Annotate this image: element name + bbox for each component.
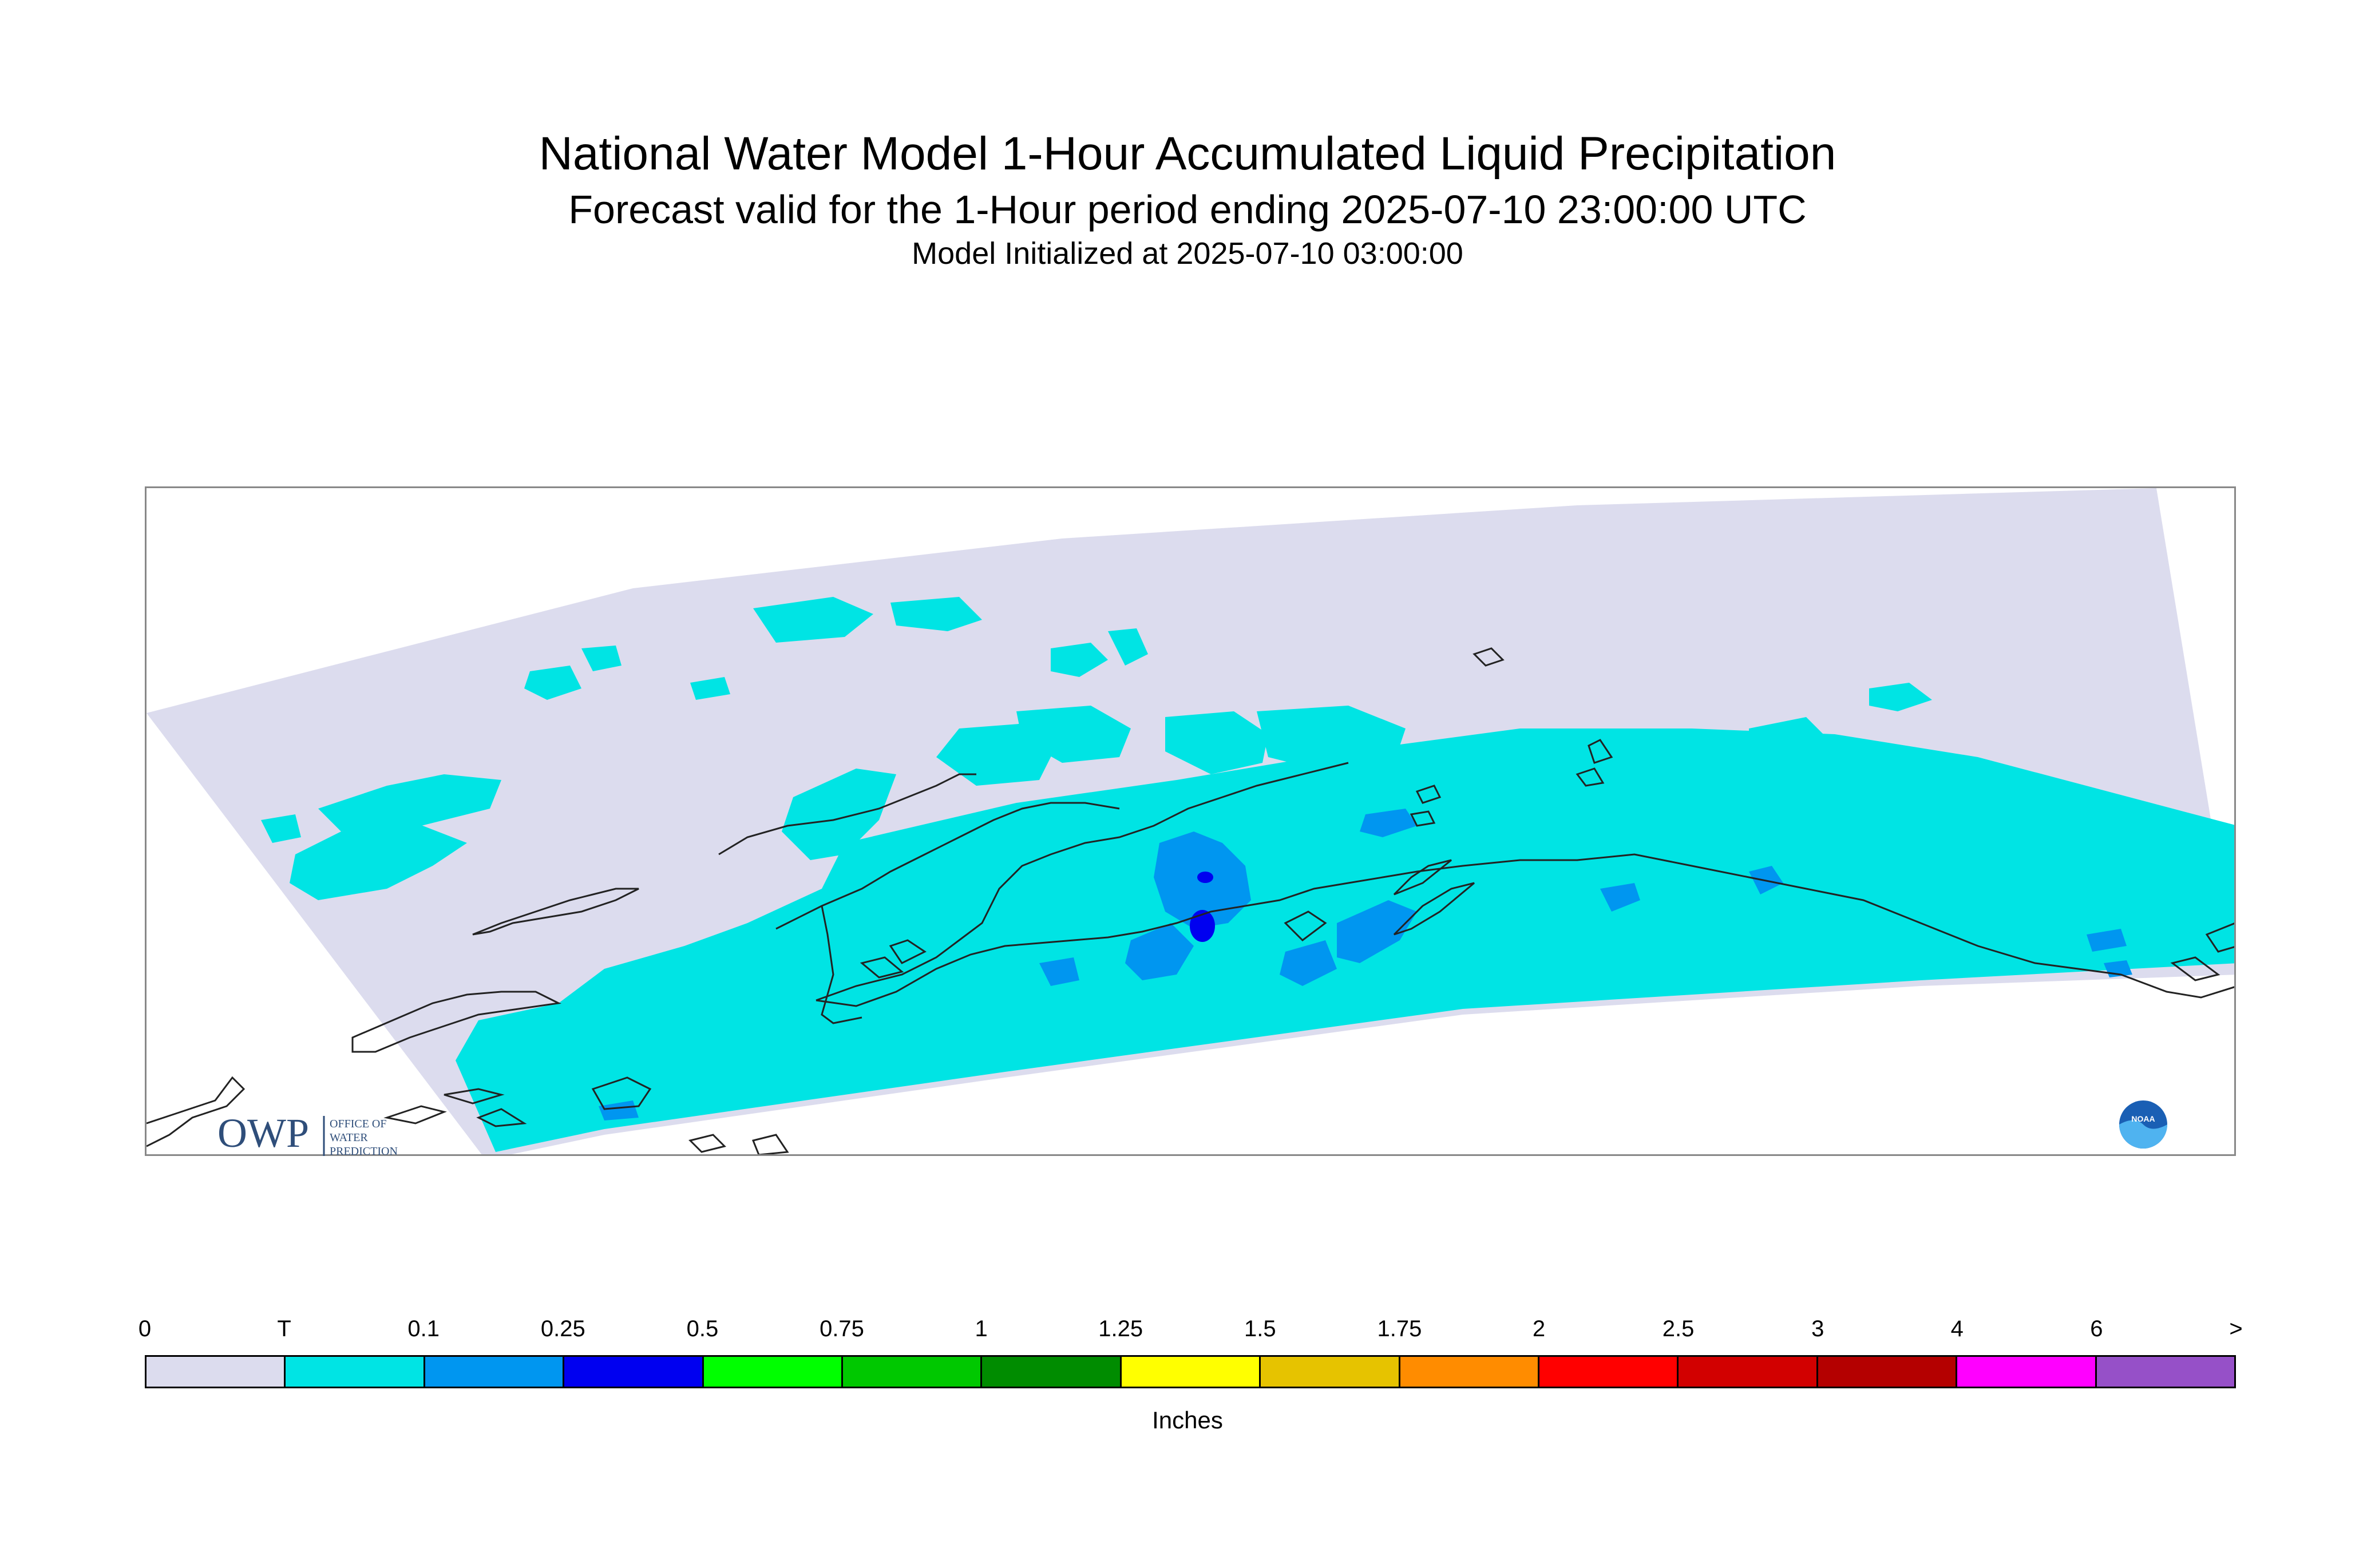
legend-tick-label: 0.75 bbox=[820, 1316, 864, 1341]
legend-swatch bbox=[147, 1357, 286, 1387]
legend-swatch bbox=[1261, 1357, 1400, 1387]
legend-swatch bbox=[1957, 1357, 2097, 1387]
legend-tick-label: 1.5 bbox=[1244, 1316, 1276, 1341]
legend-swatch bbox=[425, 1357, 565, 1387]
legend-tick-label: 0 bbox=[138, 1316, 152, 1341]
legend-tick-label: 0.1 bbox=[407, 1316, 440, 1341]
owp-logo-line-3: PREDICTION bbox=[330, 1145, 398, 1158]
legend-swatch bbox=[1121, 1357, 1261, 1387]
owp-logo-text: OWP bbox=[217, 1110, 309, 1156]
owp-logo: OWP OFFICE OF WATER PREDICTION bbox=[217, 1110, 458, 1165]
legend-swatch bbox=[843, 1357, 983, 1387]
heavy-precip-areas bbox=[1190, 872, 1215, 942]
owp-logo-line-1: OFFICE OF bbox=[330, 1118, 386, 1130]
legend-tick-label: T bbox=[277, 1316, 291, 1341]
noaa-logo: NOAA bbox=[2117, 1099, 2169, 1153]
legend-tick-label: 1.25 bbox=[1098, 1316, 1143, 1341]
legend-tick-label: 3 bbox=[1811, 1316, 1824, 1341]
legend-tick-label: 0.5 bbox=[686, 1316, 719, 1341]
legend-swatch bbox=[982, 1357, 1122, 1387]
legend-swatch bbox=[1818, 1357, 1958, 1387]
precip-color-legend bbox=[145, 1355, 2236, 1388]
precipitation-map bbox=[145, 486, 2236, 1156]
legend-tick-label: 6 bbox=[2090, 1316, 2103, 1341]
legend-tick-label: 4 bbox=[1950, 1316, 1964, 1341]
legend-tick-label: 1.75 bbox=[1377, 1316, 1422, 1341]
legend-swatch bbox=[1400, 1357, 1540, 1387]
forecast-valid-subtitle: Forecast valid for the 1-Hour period end… bbox=[568, 187, 1807, 232]
legend-tick-label: 1 bbox=[975, 1316, 988, 1341]
noaa-logo-text: NOAA bbox=[2131, 1114, 2155, 1123]
legend-tick-label: > bbox=[2229, 1316, 2243, 1341]
legend-swatch bbox=[564, 1357, 704, 1387]
legend-swatch bbox=[1679, 1357, 1818, 1387]
map-canvas bbox=[147, 488, 2234, 1154]
chart-title: National Water Model 1-Hour Accumulated … bbox=[539, 128, 1836, 180]
legend-tick-label: 2.5 bbox=[1662, 1316, 1695, 1341]
coastlines bbox=[147, 647, 2234, 1154]
model-init-subtitle: Model Initialized at 2025-07-10 03:00:00 bbox=[912, 236, 1463, 271]
owp-logo-line-2: WATER bbox=[330, 1131, 368, 1144]
legend-swatch bbox=[2096, 1357, 2235, 1387]
legend-swatch bbox=[703, 1357, 844, 1387]
legend-tick-label: 2 bbox=[1532, 1316, 1546, 1341]
legend-swatch bbox=[286, 1357, 425, 1387]
legend-units-label: Inches bbox=[1152, 1407, 1223, 1434]
legend-tick-label: 0.25 bbox=[540, 1316, 585, 1341]
legend-swatch bbox=[1539, 1357, 1679, 1387]
